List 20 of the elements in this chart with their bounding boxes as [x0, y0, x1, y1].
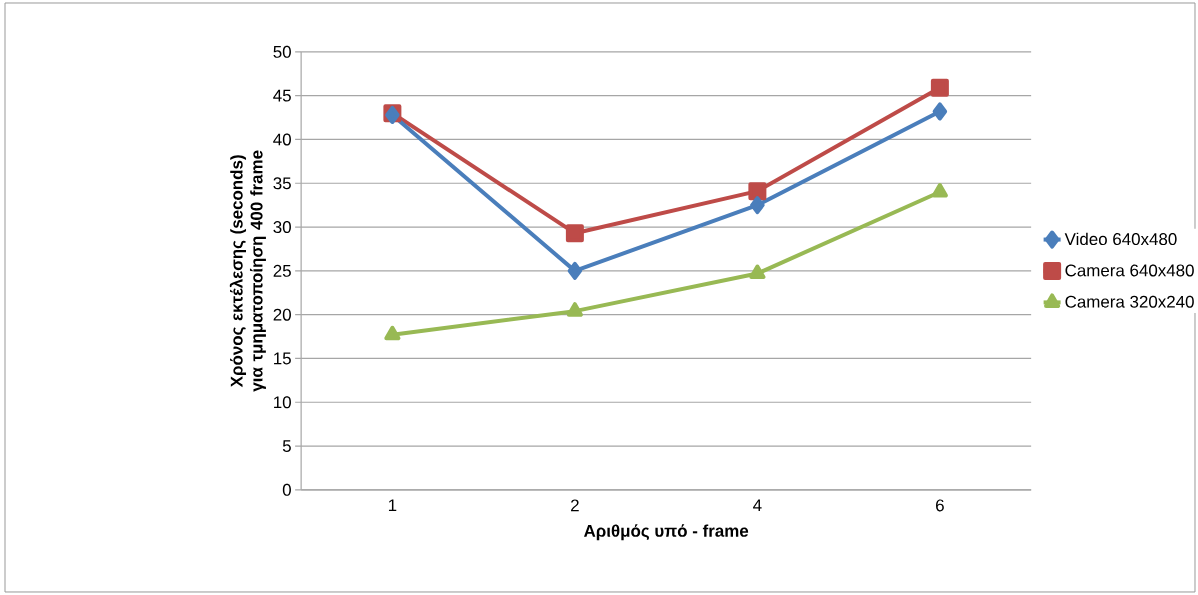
- legend-label: Camera 640x480: [1065, 264, 1194, 277]
- y-tick-label: 0: [282, 483, 291, 496]
- y-tick-label: 25: [273, 264, 291, 277]
- legend-label: Video 640x480: [1064, 232, 1177, 246]
- x-tick-label: 4: [753, 499, 762, 512]
- y-tick-label: 5: [282, 440, 291, 452]
- y-tick-label: 15: [274, 352, 291, 365]
- x-tick-label: 2: [571, 499, 579, 512]
- y-tick-label: 30: [273, 221, 291, 234]
- x-tick-label: 1: [388, 499, 397, 512]
- y-axis-title: Χρόνος εκτέλεσης (seconds) για τμηματοποίηση 400 frame: [229, 150, 266, 392]
- x-tick-label: 6: [936, 499, 944, 512]
- y-tick-label: 20: [273, 308, 291, 321]
- y-tick-label: 35: [273, 177, 291, 190]
- y-tick-label: 10: [274, 396, 291, 409]
- x-axis-title: Αριθμός υπό - frame: [583, 524, 749, 541]
- y-tick-label: 50: [273, 45, 291, 58]
- y-tick-label: 45: [273, 89, 291, 102]
- y-tick-label: 40: [273, 133, 291, 146]
- legend-label: Camera 320x240: [1065, 295, 1194, 308]
